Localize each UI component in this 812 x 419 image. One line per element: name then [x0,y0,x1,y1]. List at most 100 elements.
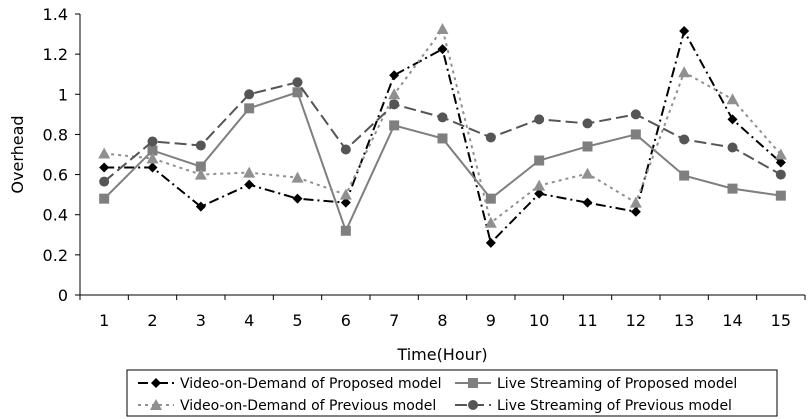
data-point [389,70,400,81]
data-point [99,193,110,204]
data-point [340,144,351,155]
data-point [291,171,304,183]
y-tick-label: 1.2 [43,45,68,64]
y-axis-title: Overhead [8,115,27,193]
data-point [292,87,303,98]
data-point [195,161,206,172]
data-point [774,148,787,160]
data-point [775,190,786,201]
data-point [582,197,593,208]
data-point [389,99,400,110]
x-tick-label: 10 [529,311,549,330]
data-point [244,89,255,100]
data-point [147,136,158,147]
series-1 [99,26,786,248]
data-point [484,216,497,228]
data-point [244,179,255,190]
y-tick-label: 0.2 [43,246,68,265]
series-line [104,28,782,245]
data-point [629,196,642,208]
series-layer [98,23,787,248]
x-tick-label: 1 [99,311,109,330]
data-point [388,88,401,100]
legend-label: Live Streaming of Previous model [497,398,732,414]
data-point [727,114,738,125]
x-tick-label: 5 [292,311,302,330]
data-point [437,44,448,55]
y-tick-label: 0.6 [43,166,68,185]
data-point [727,142,738,153]
x-tick-label: 12 [626,311,646,330]
legend-label: Live Streaming of Proposed model [497,376,737,392]
data-point [340,225,351,236]
y-tick-label: 0 [58,286,68,305]
y-tick-label: 0.4 [43,206,68,225]
series-2 [99,87,786,236]
data-point [292,77,303,88]
legend-swatch-marker [151,378,161,388]
data-point [339,188,352,200]
data-point [678,66,691,78]
legend-item: Live Streaming of Previous model [455,398,732,414]
data-point [534,114,545,125]
x-tick-label: 15 [771,311,791,330]
x-tick-label: 3 [196,311,206,330]
data-point [99,162,110,173]
data-point [581,167,594,179]
legend-item: Live Streaming of Proposed model [455,376,737,392]
data-point [194,168,207,180]
data-point [726,93,739,105]
legend-label: Video-on-Demand of Proposed model [180,376,442,392]
data-point [775,157,786,168]
x-tick-label: 4 [244,311,254,330]
data-point [147,162,158,173]
data-point [437,133,448,144]
x-tick-label: 13 [674,311,694,330]
data-point [244,103,255,114]
data-point [630,109,641,120]
y-tick-label: 0.8 [43,125,68,144]
data-point [292,193,303,204]
legend-swatch-marker [468,378,478,388]
x-axis-title: Time(Hour) [396,345,487,364]
data-point [485,193,496,204]
series-line [104,26,782,225]
data-point [775,169,786,180]
legend-swatch-marker [150,399,162,410]
data-point [340,197,351,208]
data-point [534,155,545,166]
data-point [147,145,158,156]
data-point [146,152,159,164]
x-tick-label: 14 [722,311,742,330]
data-point [679,26,690,37]
data-point [195,201,206,212]
x-tick-label: 8 [437,311,447,330]
data-point [679,170,690,181]
data-point [534,188,545,199]
data-point [98,147,111,159]
data-point [679,134,690,145]
data-point [436,23,449,35]
legend-box [126,369,778,417]
data-point [582,141,593,152]
legend-item: Video-on-Demand of Previous model [138,398,436,414]
data-point [630,206,641,217]
data-point [99,176,110,187]
legend-item: Video-on-Demand of Proposed model [138,376,442,392]
data-point [727,183,738,194]
data-point [243,166,256,178]
data-point [437,112,448,123]
legend: Video-on-Demand of Proposed model Live St… [126,369,778,417]
legend-label: Video-on-Demand of Previous model [180,398,436,414]
axes: 00.20.40.60.811.21.41 2 3 4 5 6 7 8 9 10 11 12 13 14 1… [43,5,806,330]
data-point [582,118,593,129]
legend-swatch-marker [468,400,478,410]
data-point [533,179,546,191]
data-point [389,120,400,131]
y-tick-label: 1.4 [43,5,68,24]
y-tick-label: 1 [58,85,68,104]
x-tick-label: 2 [147,311,157,330]
series-4 [99,77,786,187]
data-point [485,132,496,143]
